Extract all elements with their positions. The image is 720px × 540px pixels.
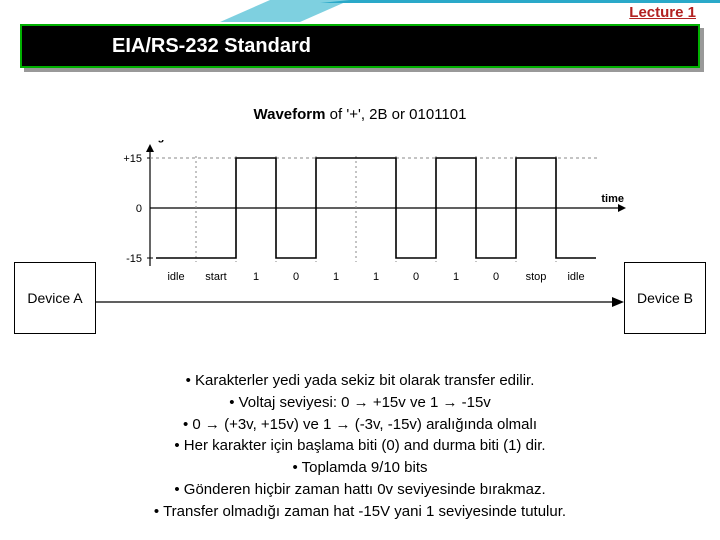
svg-text:1: 1	[253, 271, 259, 283]
svg-text:idle: idle	[167, 271, 184, 283]
device-b-label: Device B	[637, 290, 693, 306]
bullet-item: • Her karakter için başlama biti (0) and…	[0, 435, 720, 457]
svg-text:+15: +15	[123, 153, 142, 165]
slide-title-text: EIA/RS-232 Standard	[112, 35, 311, 58]
svg-text:0: 0	[413, 271, 419, 283]
svg-text:time: time	[601, 193, 624, 205]
svg-text:idle: idle	[567, 271, 584, 283]
device-a-label: Device A	[27, 290, 82, 306]
bullet-item: • Karakterler yedi yada sekiz bit olarak…	[0, 370, 720, 392]
svg-text:start: start	[205, 271, 226, 283]
svg-text:stop: stop	[526, 271, 547, 283]
device-b-box: Device B	[624, 262, 706, 334]
svg-text:0: 0	[293, 271, 299, 283]
bullet-item: • 0 → (+3v, +15v) ve 1 → (-3v, -15v) ara…	[0, 414, 720, 436]
svg-text:voltage: voltage	[132, 140, 171, 143]
bullet-item: • Transfer olmadığı zaman hat -15V yani …	[0, 501, 720, 523]
waveform-chart: +15 0 -15 voltage time idle start 1 0 1 1 0 1 0 stop id…	[90, 140, 630, 310]
bullet-item: • Voltaj seviyesi: 0 → +15v ve 1 → -15v	[0, 392, 720, 414]
svg-text:0: 0	[493, 271, 499, 283]
lecture-label: Lecture 1	[629, 4, 696, 21]
slide-title-bar: EIA/RS-232 Standard	[20, 24, 700, 68]
svg-text:0: 0	[136, 203, 142, 215]
bullet-item: • Gönderen hiçbir zaman hattı 0v seviyes…	[0, 479, 720, 501]
slide-top-accent	[0, 0, 720, 22]
device-connector-arrow	[96, 296, 624, 308]
svg-text:1: 1	[373, 271, 379, 283]
svg-text:1: 1	[333, 271, 339, 283]
waveform-caption-rest: of '+', 2B or 0101101	[325, 106, 466, 123]
waveform-caption-bold: Waveform	[254, 106, 326, 123]
device-a-box: Device A	[14, 262, 96, 334]
svg-text:-15: -15	[126, 253, 142, 265]
bullet-item: • Toplamda 9/10 bits	[0, 457, 720, 479]
waveform-caption: Waveform of '+', 2B or 0101101	[0, 106, 720, 123]
svg-text:1: 1	[453, 271, 459, 283]
bullet-list: • Karakterler yedi yada sekiz bit olarak…	[0, 370, 720, 522]
